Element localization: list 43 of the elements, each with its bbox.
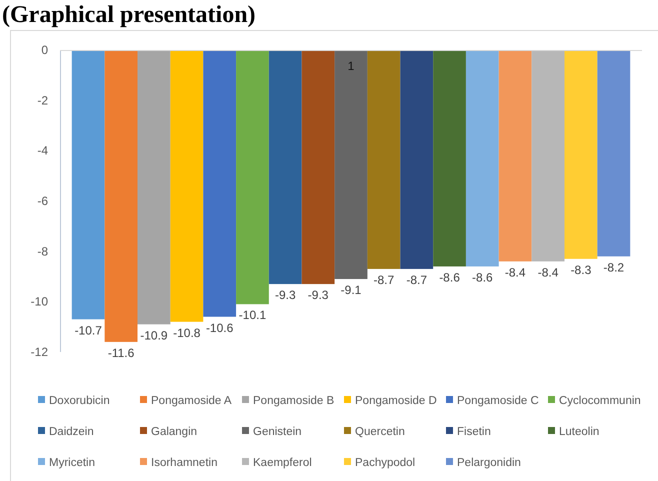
legend-label: Pongamoside B bbox=[253, 395, 335, 407]
data-label: -10.6 bbox=[206, 320, 234, 335]
y-tick-label: -2 bbox=[37, 93, 48, 108]
legend-label: Pachypodol bbox=[355, 457, 416, 469]
data-label: -9.3 bbox=[274, 288, 296, 302]
annotation: 1 bbox=[348, 59, 355, 73]
y-tick-label: -8 bbox=[37, 244, 48, 258]
legend-label: Fisetin bbox=[457, 426, 491, 438]
legend-label: Galangin bbox=[151, 426, 198, 438]
data-label: -8.7 bbox=[374, 272, 395, 287]
data-label: -10.8 bbox=[173, 326, 201, 340]
legend-label: Kaempferol bbox=[253, 457, 312, 469]
data-label: -8.3 bbox=[570, 262, 592, 277]
legend-label: Cyclocommunin bbox=[559, 395, 641, 407]
data-label: -10.1 bbox=[238, 308, 266, 322]
legend-label: Pongamoside C bbox=[457, 395, 539, 407]
legend-label: Pongamoside A bbox=[151, 395, 232, 407]
data-label: -10.9 bbox=[140, 328, 168, 342]
data-label: -8.4 bbox=[538, 265, 559, 280]
y-tick-label: -12 bbox=[30, 345, 48, 359]
y-tick-label: -4 bbox=[37, 144, 48, 158]
legend-label: Genistein bbox=[253, 426, 302, 438]
data-label: -8.6 bbox=[472, 270, 494, 284]
data-label: -11.6 bbox=[108, 346, 135, 360]
legend-label: Daidzein bbox=[49, 426, 94, 438]
chart-title: (Graphical presentation) bbox=[2, 2, 256, 28]
legend-label: Pelargonidin bbox=[457, 457, 521, 469]
data-label: -8.2 bbox=[603, 260, 624, 274]
legend-label: Myricetin bbox=[49, 457, 96, 469]
data-label: -8.7 bbox=[406, 272, 428, 287]
legend-label: Isorhamnetin bbox=[151, 457, 218, 469]
data-label: -8.4 bbox=[504, 265, 526, 280]
y-tick-label: 0 bbox=[41, 43, 48, 57]
data-label: -10.7 bbox=[74, 323, 102, 338]
legend-label: Pongamoside D bbox=[355, 395, 437, 407]
legend-label: Doxorubicin bbox=[49, 395, 110, 407]
y-tick-label: -6 bbox=[37, 194, 48, 208]
data-label: -9.1 bbox=[340, 283, 362, 298]
legend-label: Luteolin bbox=[559, 426, 600, 438]
data-label: -8.6 bbox=[439, 270, 460, 284]
y-tick-label: -10 bbox=[30, 294, 48, 309]
legend-label: Quercetin bbox=[355, 426, 405, 438]
data-label: -9.3 bbox=[308, 288, 329, 302]
